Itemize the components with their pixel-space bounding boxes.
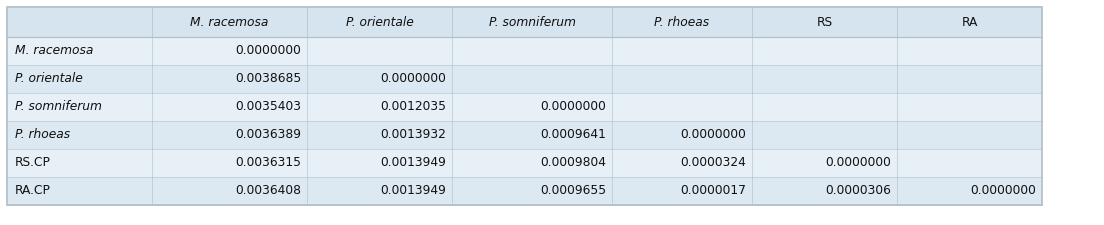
Bar: [7, 121, 1042, 149]
Bar: [7, 7, 1042, 205]
Text: P. rhoeas: P. rhoeas: [655, 16, 710, 29]
Text: P. rhoeas: P. rhoeas: [15, 128, 71, 142]
Text: 0.0000000: 0.0000000: [970, 184, 1036, 198]
Text: 0.0009804: 0.0009804: [540, 157, 606, 169]
Text: 0.0038685: 0.0038685: [235, 72, 301, 86]
Text: 0.0000000: 0.0000000: [680, 128, 746, 142]
Text: 0.0000017: 0.0000017: [680, 184, 746, 198]
Text: 0.0036315: 0.0036315: [235, 157, 301, 169]
Text: 0.0013949: 0.0013949: [380, 184, 446, 198]
Text: 0.0036389: 0.0036389: [235, 128, 301, 142]
Bar: [7, 93, 1042, 121]
Text: 0.0013949: 0.0013949: [380, 157, 446, 169]
Text: 0.0000000: 0.0000000: [380, 72, 446, 86]
Text: 0.0009641: 0.0009641: [540, 128, 606, 142]
Bar: [7, 177, 1042, 205]
Bar: [7, 65, 1042, 93]
Text: RA.CP: RA.CP: [15, 184, 51, 198]
Text: 0.0012035: 0.0012035: [380, 101, 446, 113]
Text: 0.0000306: 0.0000306: [825, 184, 891, 198]
Text: 0.0035403: 0.0035403: [235, 101, 301, 113]
Bar: [7, 7, 1042, 37]
Text: 0.0036408: 0.0036408: [235, 184, 301, 198]
Bar: [7, 37, 1042, 65]
Text: P. orientale: P. orientale: [15, 72, 83, 86]
Bar: [7, 149, 1042, 177]
Text: 0.0009655: 0.0009655: [540, 184, 606, 198]
Text: 0.0000000: 0.0000000: [825, 157, 891, 169]
Text: M. racemosa: M. racemosa: [15, 45, 94, 58]
Text: 0.0013932: 0.0013932: [380, 128, 446, 142]
Text: 0.0000000: 0.0000000: [540, 101, 606, 113]
Text: RS.CP: RS.CP: [15, 157, 51, 169]
Text: P. orientale: P. orientale: [346, 16, 413, 29]
Text: RS: RS: [817, 16, 832, 29]
Text: RA: RA: [962, 16, 978, 29]
Text: P. somniferum: P. somniferum: [15, 101, 102, 113]
Text: 0.0000000: 0.0000000: [235, 45, 301, 58]
Text: M. racemosa: M. racemosa: [190, 16, 268, 29]
Text: P. somniferum: P. somniferum: [489, 16, 575, 29]
Text: 0.0000324: 0.0000324: [680, 157, 746, 169]
